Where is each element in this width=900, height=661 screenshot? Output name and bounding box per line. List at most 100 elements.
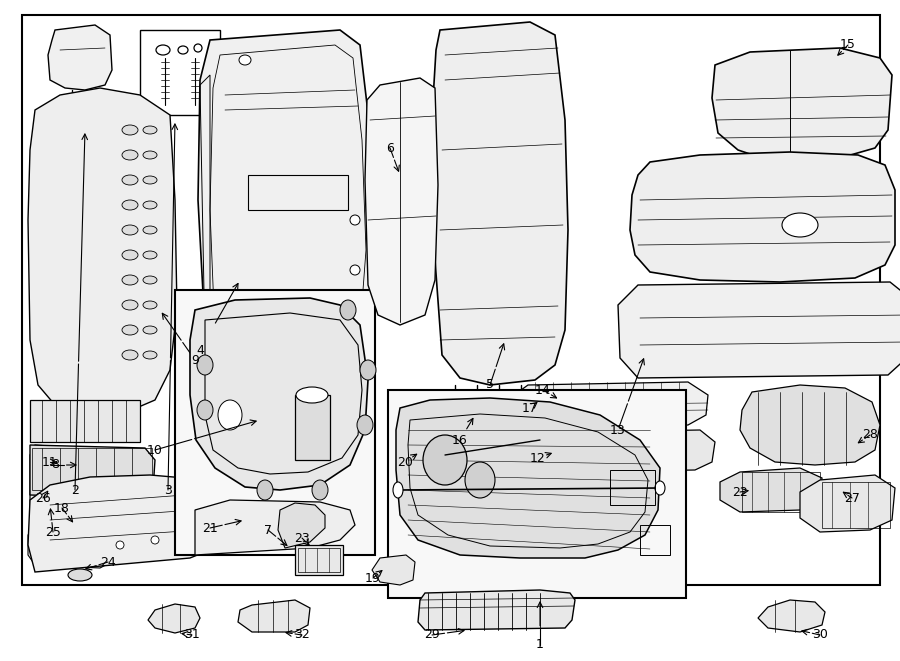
Ellipse shape [143, 201, 157, 209]
Ellipse shape [122, 225, 138, 235]
Ellipse shape [296, 387, 328, 403]
Text: 26: 26 [35, 492, 51, 504]
Polygon shape [618, 282, 900, 378]
Ellipse shape [116, 541, 124, 549]
Text: 11: 11 [42, 455, 58, 469]
Text: 24: 24 [100, 555, 116, 568]
Ellipse shape [143, 351, 157, 359]
Polygon shape [758, 600, 825, 632]
Ellipse shape [68, 569, 92, 581]
Ellipse shape [340, 300, 356, 320]
Polygon shape [148, 604, 200, 633]
Ellipse shape [357, 415, 373, 435]
Ellipse shape [122, 300, 138, 310]
Text: 6: 6 [386, 141, 394, 155]
Ellipse shape [360, 360, 376, 380]
Text: 20: 20 [397, 455, 413, 469]
Ellipse shape [178, 46, 188, 54]
Polygon shape [28, 475, 225, 572]
Text: 25: 25 [45, 525, 61, 539]
Ellipse shape [143, 251, 157, 259]
Text: 8: 8 [51, 459, 59, 471]
Ellipse shape [393, 482, 403, 498]
Polygon shape [630, 152, 895, 282]
Ellipse shape [122, 250, 138, 260]
Ellipse shape [151, 536, 159, 544]
Polygon shape [48, 25, 112, 90]
Text: 9: 9 [191, 354, 199, 366]
Ellipse shape [156, 45, 170, 55]
Ellipse shape [143, 176, 157, 184]
Bar [22, 15, 880, 585]
Bar [640, 525, 670, 555]
Polygon shape [712, 48, 892, 160]
Bar [298, 548, 340, 572]
Text: 7: 7 [264, 524, 272, 537]
Bar [295, 545, 343, 575]
Ellipse shape [143, 226, 157, 234]
Ellipse shape [122, 150, 138, 160]
Text: 4: 4 [196, 344, 204, 356]
Text: 28: 28 [862, 428, 878, 442]
Ellipse shape [143, 326, 157, 334]
Text: 31: 31 [184, 629, 200, 641]
Ellipse shape [465, 462, 495, 498]
Text: 30: 30 [812, 629, 828, 641]
Polygon shape [365, 78, 438, 325]
Ellipse shape [423, 435, 467, 485]
Ellipse shape [143, 301, 157, 309]
Ellipse shape [194, 44, 202, 52]
Text: 22: 22 [732, 485, 748, 498]
Ellipse shape [209, 44, 217, 52]
Polygon shape [195, 500, 355, 555]
Polygon shape [398, 428, 455, 472]
Ellipse shape [122, 275, 138, 285]
Text: 1: 1 [536, 639, 544, 652]
Polygon shape [28, 88, 177, 415]
Polygon shape [372, 555, 415, 585]
Text: 12: 12 [530, 451, 546, 465]
Ellipse shape [122, 175, 138, 185]
Polygon shape [433, 22, 568, 385]
Text: 15: 15 [840, 38, 856, 52]
Ellipse shape [143, 276, 157, 284]
Text: 32: 32 [294, 629, 310, 641]
Ellipse shape [143, 151, 157, 159]
Polygon shape [510, 382, 708, 428]
Polygon shape [278, 503, 325, 548]
Polygon shape [418, 590, 575, 630]
Ellipse shape [122, 125, 138, 135]
Bar [388, 390, 686, 598]
Text: 14: 14 [536, 383, 551, 397]
Ellipse shape [350, 265, 360, 275]
Ellipse shape [218, 400, 242, 430]
Ellipse shape [239, 55, 251, 65]
Ellipse shape [122, 350, 138, 360]
Text: 10: 10 [147, 444, 163, 457]
Polygon shape [238, 600, 310, 632]
Polygon shape [198, 30, 375, 378]
Text: 18: 18 [54, 502, 70, 514]
Text: 23: 23 [294, 531, 310, 545]
Polygon shape [720, 468, 822, 512]
Ellipse shape [312, 480, 328, 500]
Ellipse shape [197, 400, 213, 420]
Text: 19: 19 [365, 572, 381, 584]
Ellipse shape [257, 480, 273, 500]
Ellipse shape [122, 325, 138, 335]
Bar [742, 472, 820, 512]
Bar [248, 175, 348, 210]
Ellipse shape [197, 355, 213, 375]
Polygon shape [396, 398, 660, 558]
Bar [30, 400, 140, 442]
Text: 3: 3 [164, 483, 172, 496]
Bar [610, 470, 655, 505]
Polygon shape [800, 475, 895, 532]
Bar [175, 290, 375, 555]
Bar [32, 448, 152, 490]
Text: 16: 16 [452, 434, 468, 446]
Bar [140, 30, 220, 115]
Polygon shape [30, 445, 155, 498]
Ellipse shape [122, 200, 138, 210]
Text: 17: 17 [522, 401, 538, 414]
